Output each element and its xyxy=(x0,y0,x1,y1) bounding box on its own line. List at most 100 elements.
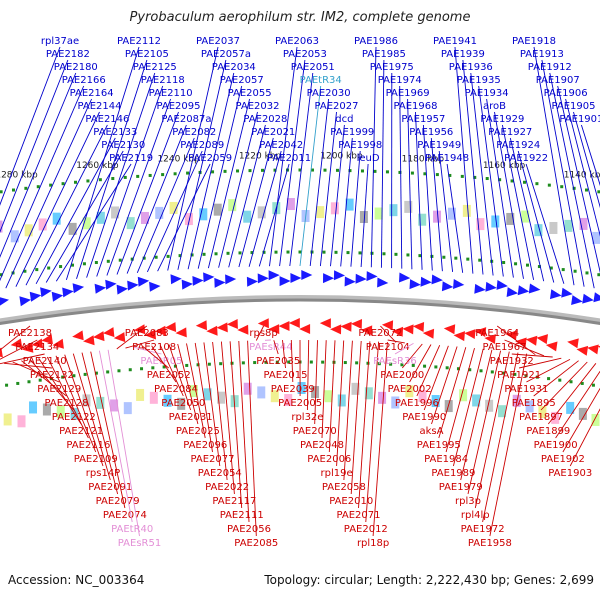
tick-dot xyxy=(473,175,477,179)
reverse-gene-arrow xyxy=(299,324,311,334)
top-leader-line xyxy=(228,124,266,268)
top-gene-label: PAE1922 xyxy=(504,153,548,164)
tick-dot xyxy=(398,170,402,174)
top-leader-line xyxy=(549,72,595,289)
tick-dot xyxy=(73,180,77,184)
reverse-gene-arrow xyxy=(268,324,280,335)
top-gene-label: leuD xyxy=(357,153,380,164)
reverse-gene-arrow xyxy=(545,341,558,352)
bottom-leader-line xyxy=(107,349,140,537)
top-leader-line xyxy=(501,124,535,280)
bottom-gene-label: PAE2072 xyxy=(358,328,402,339)
reverse-gene-arrow xyxy=(330,324,342,335)
top-leader-line xyxy=(177,59,227,270)
top-leader-line xyxy=(446,163,464,273)
reverse-gene-arrow xyxy=(515,337,527,348)
top-leader-line xyxy=(35,137,116,285)
tick-dot xyxy=(5,383,9,387)
tick-dot xyxy=(202,252,206,256)
scale-label: 1280 kbp xyxy=(0,170,38,180)
bottom-gene-label: rpl32e xyxy=(291,412,323,423)
tick-dot xyxy=(154,255,158,259)
bottom-leader-line xyxy=(168,344,192,411)
top-leader-line xyxy=(557,85,600,274)
bottom-gene-label: PAE2050 xyxy=(161,398,205,409)
tick-dot xyxy=(264,360,268,364)
bottom-gene-label: PAE2012 xyxy=(344,524,388,535)
tick-dot xyxy=(36,185,40,189)
bottom-leader-line xyxy=(0,325,31,351)
tick-dot xyxy=(334,250,338,254)
tick-dot xyxy=(558,378,562,382)
tick-dot xyxy=(394,252,398,256)
tick-dot xyxy=(238,251,242,255)
tick-dot xyxy=(173,364,177,368)
bottom-leader-line xyxy=(151,345,177,383)
top-gene-label: PAE2180 xyxy=(54,62,98,73)
tick-dot xyxy=(223,169,227,173)
expression-block xyxy=(459,389,468,402)
top-gene-label: PAE1905 xyxy=(552,101,596,112)
tick-dot xyxy=(128,368,132,372)
top-leader-line xyxy=(415,111,423,270)
tick-dot xyxy=(406,253,410,257)
bottom-leader-line xyxy=(328,340,336,453)
top-leader-line xyxy=(157,163,211,272)
top-gene-label: PAE2059 xyxy=(188,153,232,164)
forward-gene-arrow xyxy=(377,277,389,288)
bottom-leader-line xyxy=(431,346,458,425)
reverse-gene-arrow xyxy=(443,324,456,335)
top-leader-line xyxy=(422,124,433,271)
bottom-gene-label: PAE2048 xyxy=(300,440,344,451)
reverse-gene-arrow xyxy=(319,318,331,329)
expression-block xyxy=(123,402,132,415)
genome-summary-label: Topology: circular; Length: 2,222,430 bp… xyxy=(264,573,594,587)
top-leader-line xyxy=(525,163,565,284)
forward-gene-arrow xyxy=(94,283,107,294)
tick-dot xyxy=(148,173,152,177)
top-gene-label: PAE2133 xyxy=(93,127,137,138)
reverse-gene-arrow xyxy=(103,327,115,338)
tick-dot xyxy=(373,169,377,173)
accession-label: Accession: NC_003364 xyxy=(8,573,145,587)
forward-gene-arrow xyxy=(214,277,226,288)
forward-gene-arrow xyxy=(19,296,31,307)
top-leader-line xyxy=(218,111,258,268)
expression-block xyxy=(534,224,543,237)
bottom-leader-line xyxy=(365,341,380,523)
bottom-gene-label: PAE2005 xyxy=(278,398,322,409)
bottom-gene-label: PAE2122 xyxy=(52,412,96,423)
top-leader-line xyxy=(509,137,545,282)
expression-block xyxy=(286,198,295,211)
bottom-leader-line xyxy=(321,340,327,439)
top-gene-label: PAE2021 xyxy=(251,127,295,138)
reverse-gene-arrow xyxy=(195,320,207,331)
forward-gene-arrow xyxy=(420,276,432,287)
tick-dot xyxy=(214,252,218,256)
tick-dot xyxy=(569,380,573,384)
top-gene-label: PAE2130 xyxy=(101,140,145,151)
bottom-gene-label: PAE2002 xyxy=(388,384,432,395)
bottom-gene-label: PAE2025 xyxy=(176,426,220,437)
top-gene-label: PAE1956 xyxy=(409,127,453,138)
top-gene-label: PAE1999 xyxy=(330,127,374,138)
bottom-leader-line xyxy=(562,387,600,453)
top-leader-line xyxy=(454,46,474,274)
expression-block xyxy=(10,230,19,243)
top-leader-line xyxy=(126,124,187,274)
top-gene-label: PAE2125 xyxy=(133,62,177,73)
forward-gene-arrow xyxy=(399,272,411,283)
expression-block xyxy=(351,382,360,395)
bottom-leader-line xyxy=(547,363,597,425)
tick-dot xyxy=(83,372,87,376)
bottom-leader-line xyxy=(0,353,45,365)
reverse-gene-arrow xyxy=(237,324,249,335)
tick-dot xyxy=(253,361,257,365)
reverse-gene-arrow xyxy=(226,319,238,329)
forward-gene-arrow xyxy=(333,270,345,281)
bottom-gene-label: PAEsR36 xyxy=(373,356,416,367)
tick-dot xyxy=(82,262,86,266)
top-gene-label: PAE2082 xyxy=(172,127,216,138)
